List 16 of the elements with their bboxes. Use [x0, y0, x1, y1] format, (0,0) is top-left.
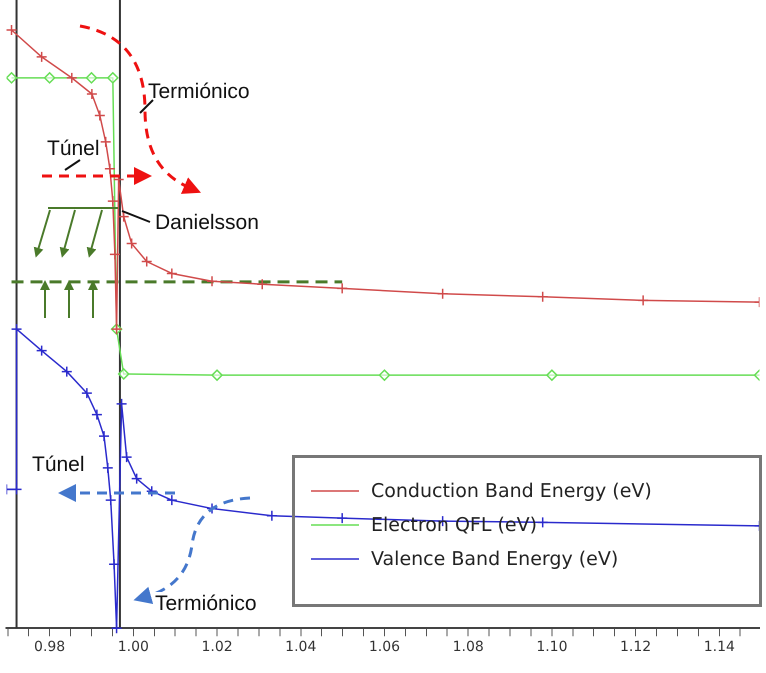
- x-tick-label: 1.10: [536, 639, 568, 656]
- x-tick-label: 1.00: [118, 639, 149, 656]
- annotation: Termiónico: [155, 592, 257, 616]
- x-tick-label: 1.08: [452, 639, 484, 656]
- annotation: Túnel: [32, 453, 85, 477]
- annotation: Danielsson: [155, 211, 259, 235]
- legend-label: Conduction Band Energy (eV): [371, 480, 652, 502]
- legend-label: Valence Band Energy (eV): [371, 548, 618, 570]
- annotation: Túnel: [47, 137, 100, 161]
- x-tick-label: 1.06: [368, 639, 400, 656]
- x-tick-label: 1.12: [620, 639, 652, 656]
- x-tick-label: 1.02: [201, 639, 233, 656]
- x-tick-label: 1.04: [285, 639, 316, 656]
- annotation: Termiónico: [148, 80, 250, 104]
- x-tick-label: 1.14: [704, 639, 735, 656]
- x-tick-label: 0.98: [34, 639, 66, 656]
